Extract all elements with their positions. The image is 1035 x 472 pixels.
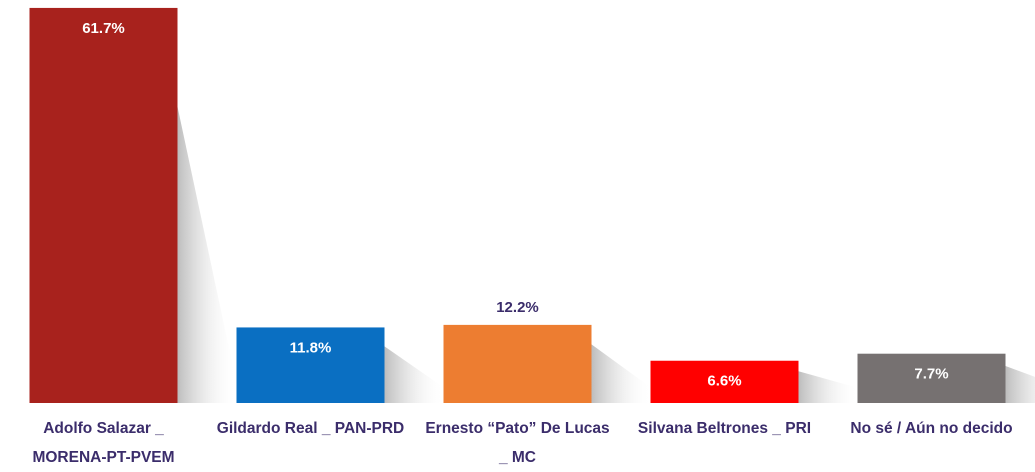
value-label: 6.6%: [707, 373, 741, 390]
x-tick-label: No sé / Aún no decido: [850, 420, 1013, 437]
bar-shadow: [591, 344, 652, 403]
bar: [29, 7, 178, 404]
bar: [236, 327, 385, 403]
value-label: 12.2%: [496, 299, 539, 316]
x-tick-label: Gildardo Real _ PAN-PRD: [216, 420, 405, 437]
value-label: 7.7%: [914, 366, 948, 383]
bar-shadow: [384, 346, 445, 403]
x-tick-label: Adolfo Salazar _ MORENA-PT-PVEM: [32, 420, 175, 466]
value-label: 61.7%: [82, 20, 125, 37]
bar: [650, 360, 799, 403]
bar-shadow: [1005, 366, 1035, 403]
bar: [857, 353, 1006, 403]
x-tick-label: Ernesto “Pato” De Lucas _ MC: [425, 420, 610, 466]
x-tick-label: Silvana Beltrones _ PRI: [637, 420, 812, 437]
bar-shadow: [177, 106, 238, 403]
bar: [443, 324, 592, 403]
value-label: 11.8%: [290, 339, 332, 356]
bar-shadow: [798, 371, 859, 403]
